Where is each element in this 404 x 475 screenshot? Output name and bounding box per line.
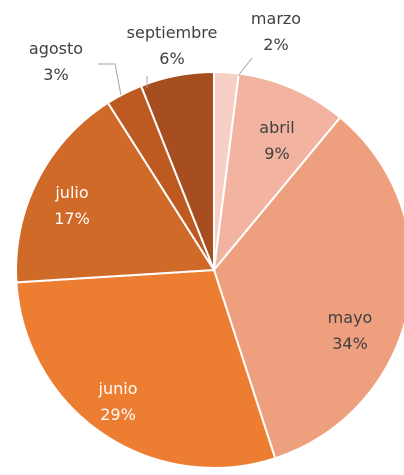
pie-label-marzo: marzo (251, 9, 301, 28)
pie-slice-julio (15, 101, 216, 284)
pie-label-julio: julio (54, 183, 88, 202)
leader-line-marzo (237, 57, 253, 77)
pie-slice-septiembre (139, 70, 215, 271)
pie-value-mayo: 34% (332, 334, 368, 353)
pie-value-marzo: 2% (263, 35, 288, 54)
pie-label-abril: abril (259, 118, 294, 137)
pie-value-agosto: 3% (43, 65, 68, 84)
pie-value-julio: 17% (54, 209, 90, 228)
pie-label-junio: junio (98, 379, 138, 398)
pie-value-abril: 9% (264, 144, 289, 163)
pie-value-septiembre: 6% (159, 49, 184, 68)
pie-slice-abril (212, 72, 342, 274)
pie-label-septiembre: septiembre (127, 23, 218, 42)
leader-line-agosto (98, 63, 122, 96)
pie-slice-junio (15, 268, 277, 469)
pie-label-agosto: agosto (29, 39, 83, 58)
pie-value-junio: 29% (100, 405, 136, 424)
pie-label-mayo: mayo (328, 308, 373, 327)
pie-slice-mayo (212, 116, 404, 460)
